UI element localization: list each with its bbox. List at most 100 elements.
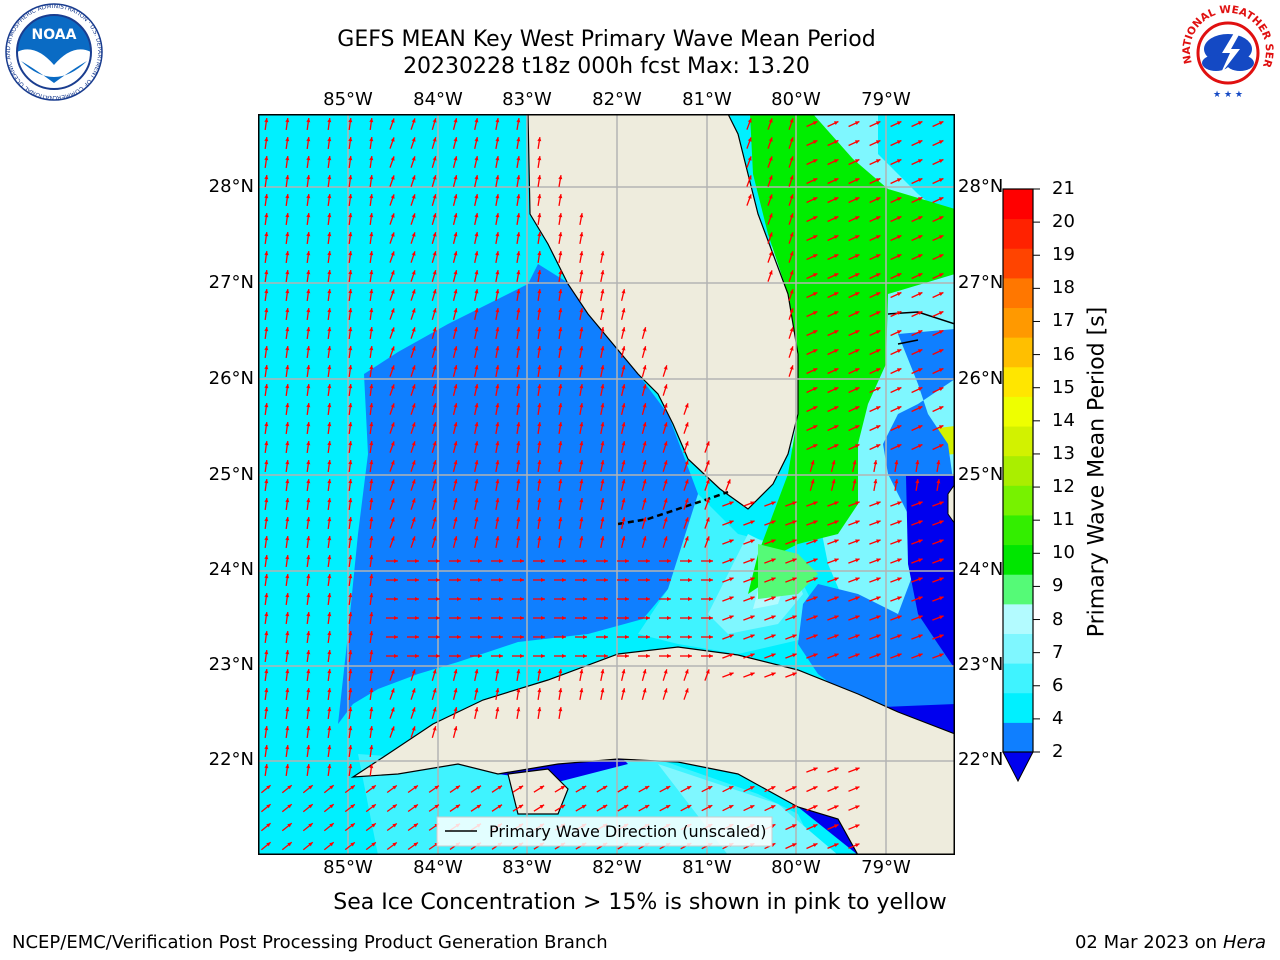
wave-arrow-head bbox=[264, 346, 269, 351]
wave-arrow-head bbox=[285, 479, 290, 484]
colorbar-segment bbox=[1003, 633, 1033, 664]
wave-arrow-head bbox=[264, 441, 269, 446]
wave-arrow-head bbox=[415, 616, 419, 620]
wave-arrow-head bbox=[834, 178, 839, 182]
wave-arrow-head bbox=[621, 403, 626, 408]
wave-arrow-head bbox=[348, 156, 353, 161]
wave-arrow-head bbox=[432, 232, 437, 237]
wave-arrow-head bbox=[499, 654, 503, 658]
wave-arrow-head bbox=[876, 330, 881, 334]
wave-arrow-head bbox=[663, 669, 668, 674]
wave-arrow-head bbox=[623, 786, 629, 790]
wave-arrow-head bbox=[348, 270, 353, 275]
wave-arrow-head bbox=[474, 270, 479, 275]
wave-arrow-head bbox=[579, 460, 584, 465]
wave-arrow-head bbox=[266, 842, 271, 847]
wave-arrow-head bbox=[705, 669, 710, 674]
wave-arrow-head bbox=[348, 194, 353, 199]
wave-arrow-head bbox=[520, 578, 524, 582]
wave-arrow-head bbox=[562, 578, 566, 582]
wave-arrow-head bbox=[327, 517, 332, 522]
wave-arrow-head bbox=[646, 597, 650, 601]
wave-arrow-head bbox=[390, 669, 395, 674]
wave-arrow-head bbox=[749, 786, 755, 790]
wave-arrow-head bbox=[327, 479, 332, 484]
wave-arrow-head bbox=[327, 593, 332, 598]
wave-arrow-head bbox=[600, 365, 605, 370]
wave-arrow-head bbox=[750, 653, 755, 658]
footer-host: Hera bbox=[1222, 932, 1266, 953]
wave-arrow-head bbox=[329, 823, 334, 828]
wave-arrow-head bbox=[541, 635, 545, 639]
wave-arrow-head bbox=[939, 311, 944, 315]
wave-arrow-head bbox=[600, 270, 605, 275]
wave-arrow-head bbox=[558, 327, 563, 332]
wave-arrow-head bbox=[705, 441, 710, 446]
wave-arrow-head bbox=[285, 137, 290, 142]
wave-arrow-head bbox=[537, 327, 542, 332]
wave-arrow-head bbox=[709, 597, 713, 601]
wave-arrow-head bbox=[939, 558, 944, 563]
wave-arrow-head bbox=[918, 159, 923, 163]
wave-arrow-head bbox=[600, 517, 605, 522]
wave-arrow-head bbox=[747, 118, 752, 123]
wave-arrow-head bbox=[855, 577, 860, 582]
wave-arrow-head bbox=[306, 365, 311, 370]
wave-arrow-head bbox=[264, 422, 269, 427]
wave-arrow-head bbox=[918, 330, 923, 334]
wave-arrow-head bbox=[411, 251, 416, 256]
wave-arrow-head bbox=[939, 406, 944, 410]
lat-label: 24°N bbox=[208, 559, 254, 580]
wave-arrow-head bbox=[642, 536, 647, 541]
wave-arrow-head bbox=[747, 137, 752, 142]
wave-arrow-head bbox=[918, 615, 923, 620]
wave-arrow-head bbox=[813, 292, 818, 296]
wave-arrow-head bbox=[264, 650, 269, 655]
wave-arrow-head bbox=[621, 346, 626, 351]
wave-arrow-head bbox=[390, 403, 395, 408]
wave-arrow-head bbox=[285, 403, 290, 408]
wave-arrow-head bbox=[855, 368, 860, 372]
wave-arrow-head bbox=[876, 615, 881, 620]
wave-arrow-head bbox=[474, 517, 479, 522]
wave-arrow-head bbox=[876, 653, 881, 658]
wave-arrow-head bbox=[306, 479, 311, 484]
wave-arrow-head bbox=[392, 842, 397, 847]
wave-arrow-head bbox=[855, 159, 860, 163]
wave-arrow-head bbox=[516, 536, 521, 541]
wave-arrow-head bbox=[495, 707, 500, 712]
wave-arrow-head bbox=[327, 726, 332, 731]
wave-arrow-head bbox=[390, 726, 395, 731]
wave-arrow-head bbox=[369, 213, 374, 218]
wave-arrow-head bbox=[327, 118, 332, 123]
wave-arrow-head bbox=[348, 213, 353, 218]
wave-arrow-head bbox=[264, 232, 269, 237]
wave-arrow-head bbox=[327, 631, 332, 636]
wave-arrow-head bbox=[707, 805, 713, 809]
wave-arrow-head bbox=[474, 422, 479, 427]
wave-arrow-head bbox=[663, 479, 668, 484]
wave-arrow-head bbox=[750, 577, 755, 582]
wave-arrow-head bbox=[663, 536, 668, 541]
wave-arrow-head bbox=[394, 578, 398, 582]
wave-arrow-head bbox=[897, 596, 902, 601]
wave-arrow-head bbox=[453, 365, 458, 370]
wave-arrow-head bbox=[266, 804, 271, 809]
wave-arrow-head bbox=[348, 612, 353, 617]
wave-arrow-head bbox=[453, 688, 458, 693]
wave-arrow-head bbox=[600, 251, 605, 256]
wave-arrow-head bbox=[600, 441, 605, 446]
wave-arrow-head bbox=[285, 650, 290, 655]
wave-arrow-head bbox=[936, 479, 941, 484]
wave-arrow-head bbox=[667, 578, 671, 582]
wave-arrow-head bbox=[457, 559, 461, 563]
lat-label: 22°N bbox=[208, 749, 254, 770]
wave-arrow-head bbox=[558, 175, 563, 180]
wave-arrow-head bbox=[390, 460, 395, 465]
wave-arrow-head bbox=[939, 330, 944, 334]
wave-arrow-head bbox=[876, 501, 881, 506]
wave-arrow-head bbox=[327, 650, 332, 655]
lat-label: 25°N bbox=[958, 464, 1004, 485]
wave-arrow-head bbox=[876, 368, 881, 372]
colorbar-tick-label: 19 bbox=[1052, 244, 1075, 266]
